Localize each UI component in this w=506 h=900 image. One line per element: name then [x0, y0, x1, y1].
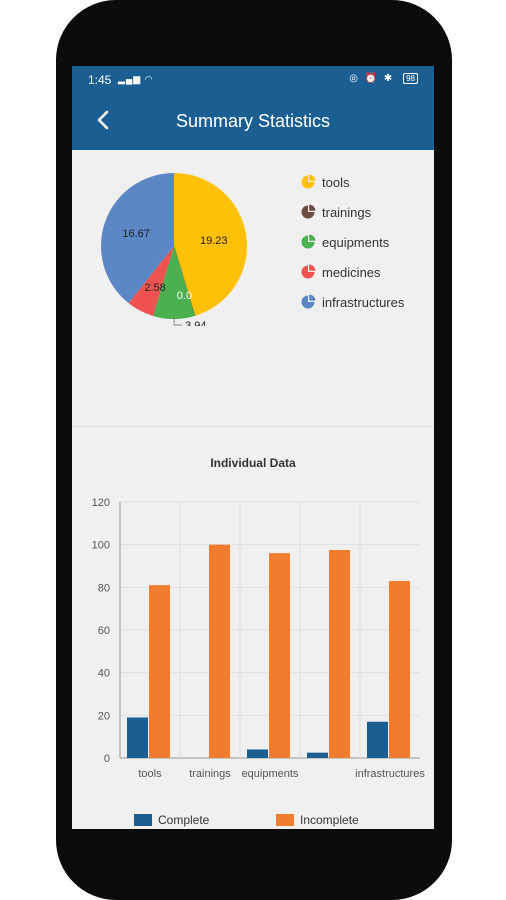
bar-chart-title: Individual Data [210, 456, 296, 470]
pie-chart-icon [301, 264, 316, 279]
legend-label: infrastructures [322, 295, 405, 310]
y-tick-label: 100 [92, 540, 110, 552]
pie-chart-card: 19.23 0.0 3.94 2.58 16.67 tools trainings eq… [72, 150, 434, 427]
pie-chart-icon [301, 204, 316, 219]
app-bar: Summary Statistics [72, 92, 434, 150]
legend-label: tools [322, 175, 350, 190]
legend-label: medicines [322, 265, 381, 280]
signal-icons: ▂▄▆ ◠ [118, 74, 154, 84]
bar-incomplete-4 [389, 580, 410, 758]
y-tick-label: 20 [98, 710, 110, 722]
pie-leader-line [173, 316, 183, 326]
bar-chart: 0 20 40 60 80 100 120 tools trainings equipments i… [92, 497, 426, 780]
pie-label-tools: 19.23 [200, 235, 228, 247]
pie-label-trainings: 0.0 [177, 290, 192, 302]
pie-label-medicines: 2.58 [144, 282, 165, 294]
bar-chart-card: Individual Data 0 20 40 60 80 100 120 tools trai… [72, 428, 434, 829]
legend-incomplete-swatch [276, 814, 294, 826]
x-tick-label: tools [138, 768, 162, 780]
y-tick-label: 40 [98, 668, 110, 680]
pie-chart: 19.23 0.0 3.94 2.58 16.67 [100, 173, 247, 326]
x-tick-label: trainings [189, 768, 231, 780]
arrow-left-icon[interactable] [90, 106, 118, 134]
legend-incomplete-label: Incomplete [300, 813, 359, 827]
pie-chart-icon [301, 294, 316, 309]
y-tick-label: 120 [92, 497, 110, 509]
legend-label: equipments [322, 235, 390, 250]
pie-slice-equipments [153, 246, 196, 319]
status-bar: 1:45 ▂▄▆ ◠ ◎ ⏰ ✱ 98 [72, 66, 434, 92]
bar-complete-0 [127, 717, 148, 758]
pie-slice-tools [174, 173, 247, 316]
legend-complete-swatch [134, 814, 152, 826]
bar-incomplete-3 [329, 550, 350, 758]
legend-label: trainings [322, 205, 372, 220]
battery-icon: 98 [403, 73, 418, 84]
x-tick-label: infrastructures [355, 768, 425, 780]
status-time: 1:45 [88, 73, 112, 87]
bar-incomplete-1 [209, 544, 230, 758]
pie-chart-icon [301, 174, 316, 189]
legend-complete-label: Complete [158, 813, 210, 827]
y-tick-label: 80 [98, 582, 110, 594]
y-tick-label: 60 [98, 625, 110, 637]
y-tick-label: 0 [104, 753, 110, 765]
pie-label-equipments: 3.94 [185, 320, 206, 326]
app-screen: 1:45 ▂▄▆ ◠ ◎ ⏰ ✱ 98 Summary Statistics 1… [72, 66, 434, 829]
page-title: Summary Statistics [175, 111, 331, 131]
pie-label-infrastructures: 16.67 [122, 228, 150, 240]
bar-complete-2 [247, 749, 268, 758]
pie-chart-icon [301, 234, 316, 249]
bar-incomplete-0 [149, 585, 170, 758]
x-tick-label: equipments [242, 768, 299, 780]
bar-incomplete-2 [269, 553, 290, 758]
pie-slice-infrastructures [100, 173, 174, 304]
bar-complete-3 [307, 752, 328, 758]
pie-slice-medicines [128, 246, 174, 316]
status-right-icons: ◎ ⏰ ✱ 98 [349, 73, 418, 84]
bar-complete-4 [367, 721, 388, 758]
